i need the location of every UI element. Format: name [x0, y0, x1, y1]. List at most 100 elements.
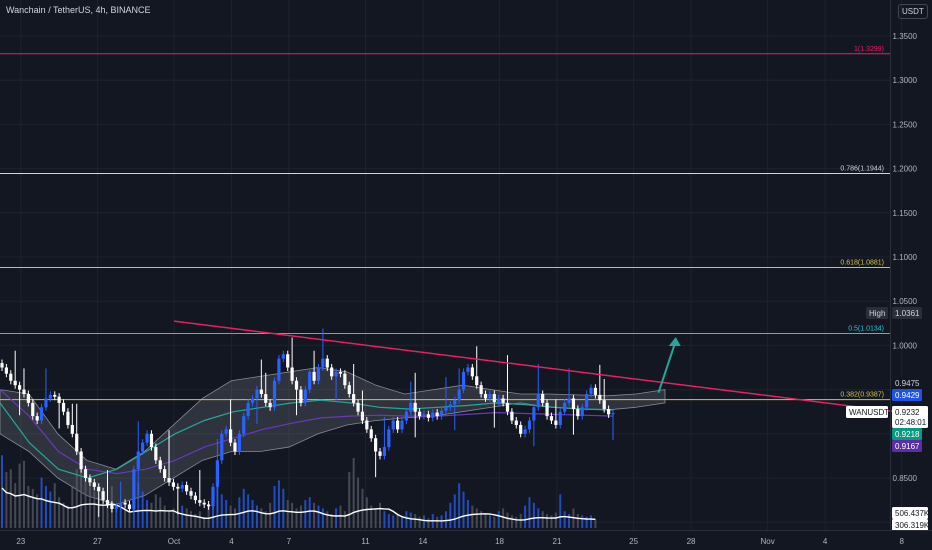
candle-body [215, 460, 219, 487]
candle-body [343, 373, 347, 386]
price-tick-label: 1.0500 [893, 297, 918, 306]
volume-bar [49, 491, 52, 528]
price-label-0-9429: 0.9429 [895, 391, 920, 400]
volume-bar [40, 477, 43, 528]
volume-bar [563, 511, 566, 528]
resistance-trendline [173, 320, 893, 413]
volume-bar [493, 516, 496, 528]
volume-bar [502, 508, 505, 528]
ema-purple-price-label: 0.9167 [895, 442, 920, 451]
volume-bar [44, 486, 47, 528]
ema-green-price-label-bg [892, 428, 922, 440]
candle-body [585, 394, 589, 408]
candle-body [259, 389, 263, 395]
volume-bar [352, 458, 355, 528]
candle-body [330, 367, 334, 377]
candle-body [593, 387, 598, 395]
candle-body [220, 433, 224, 461]
volume-bar [233, 508, 236, 528]
candle-body [97, 486, 101, 492]
volume-ma-line [1, 487, 596, 522]
volume-bar [255, 505, 258, 528]
volume-bar [458, 483, 461, 528]
volume-bar [466, 500, 469, 528]
volume-bar [321, 508, 324, 528]
last-price-bg [892, 406, 928, 428]
candle-body [545, 402, 549, 417]
volume-bar [304, 500, 307, 528]
bullish-arrow-head [668, 336, 681, 346]
grid [0, 0, 903, 530]
candle-body [53, 394, 57, 397]
volume-bar [14, 483, 17, 528]
candle-body [0, 363, 4, 368]
volume-bar [93, 491, 96, 528]
candle-body [607, 409, 611, 415]
volume-bar [444, 511, 447, 528]
volume-bar [313, 502, 316, 528]
candle-body [158, 460, 162, 470]
volume-bar [172, 508, 175, 528]
candle-body [514, 420, 518, 425]
high-label: High [869, 309, 885, 318]
volume-bar [462, 491, 465, 528]
candle-body [360, 411, 365, 421]
candle-body [382, 447, 387, 456]
volume-bar [497, 511, 500, 528]
volume-bar [594, 519, 597, 528]
candle-body [39, 407, 44, 421]
volume-bar [559, 494, 562, 528]
volume-bar [181, 505, 184, 528]
volume-bar [453, 494, 456, 528]
volume-bar [506, 512, 509, 528]
candle-body [167, 478, 171, 483]
volume-bar [379, 502, 382, 528]
volume-bar [238, 497, 241, 528]
candle-body [75, 433, 79, 452]
volume-bar [198, 511, 201, 528]
candle-body [299, 389, 303, 403]
candle-body [123, 502, 127, 505]
candle-body [303, 389, 307, 403]
currency-button[interactable]: USDT [898, 4, 928, 19]
volume-bar [71, 486, 74, 528]
volume-bar [277, 480, 280, 528]
candle-body [611, 413, 615, 415]
price-tick-label: 1.3500 [893, 32, 918, 41]
volume-bar [510, 515, 513, 528]
volume-bar [124, 508, 127, 528]
volume-bar [102, 502, 105, 528]
volume-label: 506.437K [895, 509, 930, 518]
candle-body [567, 398, 571, 403]
candle-body [374, 438, 378, 452]
candle-body [281, 354, 285, 359]
volume-bar [115, 505, 118, 528]
volume-bar [383, 511, 386, 528]
bullish-arrow-line [657, 340, 677, 394]
volume-bar [80, 460, 83, 528]
volume-bar [317, 505, 320, 528]
volume-bar [269, 502, 272, 528]
candle-body [352, 394, 356, 403]
volume-bar [515, 516, 518, 528]
volume-bar [480, 511, 483, 528]
candle-body [57, 396, 61, 403]
candle-body [483, 394, 488, 399]
volume-bar [396, 514, 399, 528]
volume-bar [484, 514, 487, 528]
candle-body [409, 402, 413, 412]
candle-body [233, 442, 237, 452]
volume-bar [590, 515, 593, 528]
volume-bar [409, 512, 412, 528]
candle-body [576, 409, 580, 417]
candle-body [488, 394, 492, 399]
volume-bar [357, 477, 360, 528]
candle-body [435, 412, 439, 417]
candle-body [422, 414, 426, 417]
candle-body [501, 398, 505, 403]
price-axis: 1.3500 1.3000 1.2500 1.2000 1.1500 1.1000 1.05… [893, 32, 918, 483]
candle-body [237, 433, 241, 452]
candle-body [198, 500, 202, 503]
volume-bar [273, 486, 276, 528]
